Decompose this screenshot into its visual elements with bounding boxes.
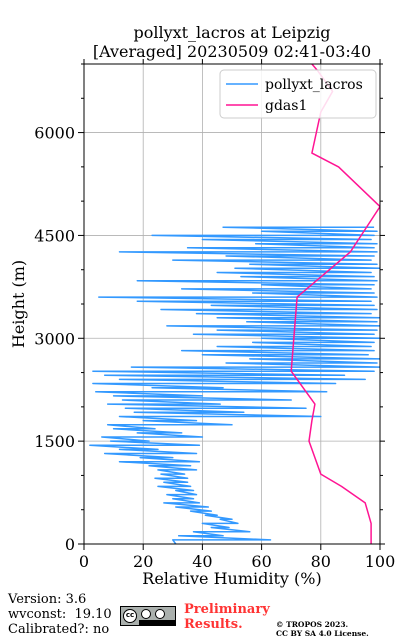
copyright-notice: © TROPOS 2023. CC BY SA 4.0 License.: [276, 620, 369, 638]
calibrated-text: Calibrated?: no: [8, 622, 110, 637]
version-text: Version: 3.6: [8, 592, 87, 607]
cc-icon: cc: [123, 609, 137, 623]
copyright-line1: © TROPOS 2023.: [276, 620, 349, 629]
x-tick-label: 60: [251, 552, 271, 571]
wvconst-text: wvconst: 19.10: [8, 607, 112, 622]
license-strip: [139, 620, 175, 625]
x-axis-label: Relative Humidity (%): [142, 569, 321, 588]
y-tick-label: 0: [65, 535, 75, 554]
y-tick-label: 6000: [34, 124, 75, 143]
preliminary-line2: Results.: [184, 617, 243, 632]
axis-ticks: 0 20 40 60 80 100 0 1500 3000 4500 6000: [34, 59, 395, 571]
cc-by-sa-icon: cc: [120, 606, 176, 626]
y-tick-label: 4500: [34, 226, 75, 245]
series-line-0: [89, 226, 380, 544]
sa-icon: [155, 609, 165, 619]
legend-box: [219, 69, 377, 119]
x-tick-label: 100: [365, 552, 396, 571]
y-axis-label: Height (m): [9, 260, 28, 348]
version-info: Version: 3.6 wvconst: 19.10 Calibrated?: n…: [8, 592, 112, 637]
y-tick-label: 1500: [34, 432, 75, 451]
legend-label-pollyxt: pollyxt_lacros: [265, 77, 363, 93]
preliminary-notice: Preliminary Results.: [184, 602, 270, 632]
legend: pollyxt_lacros gdas1: [219, 69, 377, 119]
rh-profile-chart: 0 20 40 60 80 100 0 1500 3000 4500 6000 pollyxt_la…: [9, 23, 395, 588]
by-icon: [141, 609, 151, 619]
copyright-line2: CC BY SA 4.0 License.: [276, 629, 369, 638]
chart-title-line1: pollyxt_lacros at Leipzig: [133, 23, 330, 42]
x-tick-label: 80: [311, 552, 331, 571]
chart-title-line2: [Averaged] 20230509 02:41-03:40: [93, 42, 371, 61]
preliminary-line1: Preliminary: [184, 602, 270, 617]
legend-label-gdas1: gdas1: [265, 98, 307, 114]
plot-series: [89, 64, 380, 544]
x-tick-label: 40: [192, 552, 212, 571]
x-tick-label: 20: [133, 552, 153, 571]
y-tick-label: 3000: [34, 329, 75, 348]
x-tick-label: 0: [79, 552, 89, 571]
